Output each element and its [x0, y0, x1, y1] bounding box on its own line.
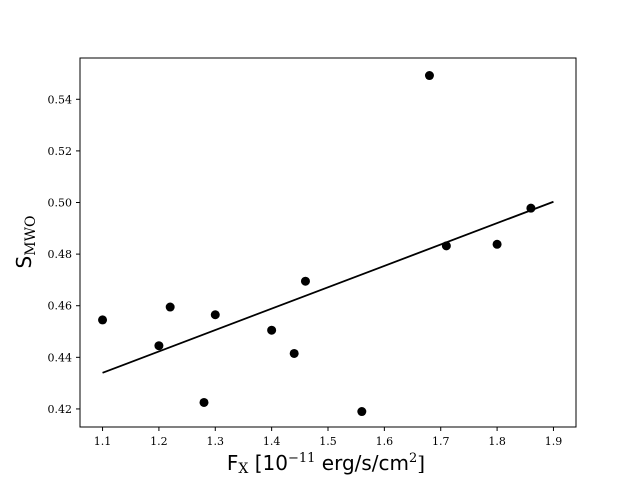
data-point [199, 397, 209, 407]
fit-line-group [102, 200, 554, 374]
data-point [210, 310, 220, 320]
data-points [98, 71, 536, 417]
data-point [526, 203, 536, 213]
x-tick-label: 1.2 [150, 435, 168, 448]
data-point [289, 348, 299, 358]
y-tick-label: 0.48 [48, 248, 73, 261]
x-tick-label: 1.7 [432, 435, 450, 448]
data-point [267, 325, 277, 335]
y-tick-label: 0.44 [48, 351, 73, 364]
data-point [441, 241, 451, 251]
y-tick-label: 0.42 [48, 403, 73, 416]
x-tick-label: 1.4 [263, 435, 281, 448]
y-axis-ticks: 0.42 0.44 0.46 0.48 0.50 0.52 0.54 [48, 93, 80, 416]
plot-area [79, 57, 577, 428]
data-point [492, 239, 502, 249]
y-axis-label: SMWO [12, 216, 39, 269]
y-tick-label: 0.52 [48, 145, 73, 158]
x-tick-label: 1.1 [94, 435, 112, 448]
x-axis-label: FX [10−11 erg/s/cm2] [227, 451, 425, 477]
y-tick-label: 0.46 [48, 300, 73, 313]
fit-line [102, 200, 554, 374]
y-tick-label: 0.50 [48, 197, 73, 210]
x-tick-label: 1.6 [376, 435, 394, 448]
x-tick-label: 1.3 [207, 435, 225, 448]
y-tick-label: 0.54 [48, 93, 73, 106]
data-point [98, 315, 108, 325]
x-tick-label: 1.9 [545, 435, 563, 448]
x-axis-ticks: 1.1 1.2 1.3 1.4 1.5 1.6 1.7 1.8 1.9 [94, 427, 562, 448]
x-tick-label: 1.8 [488, 435, 506, 448]
data-point [165, 302, 175, 312]
x-tick-label: 1.5 [319, 435, 337, 448]
data-point [424, 71, 434, 81]
data-point [300, 276, 310, 286]
data-point [357, 407, 367, 417]
data-point [154, 341, 164, 351]
